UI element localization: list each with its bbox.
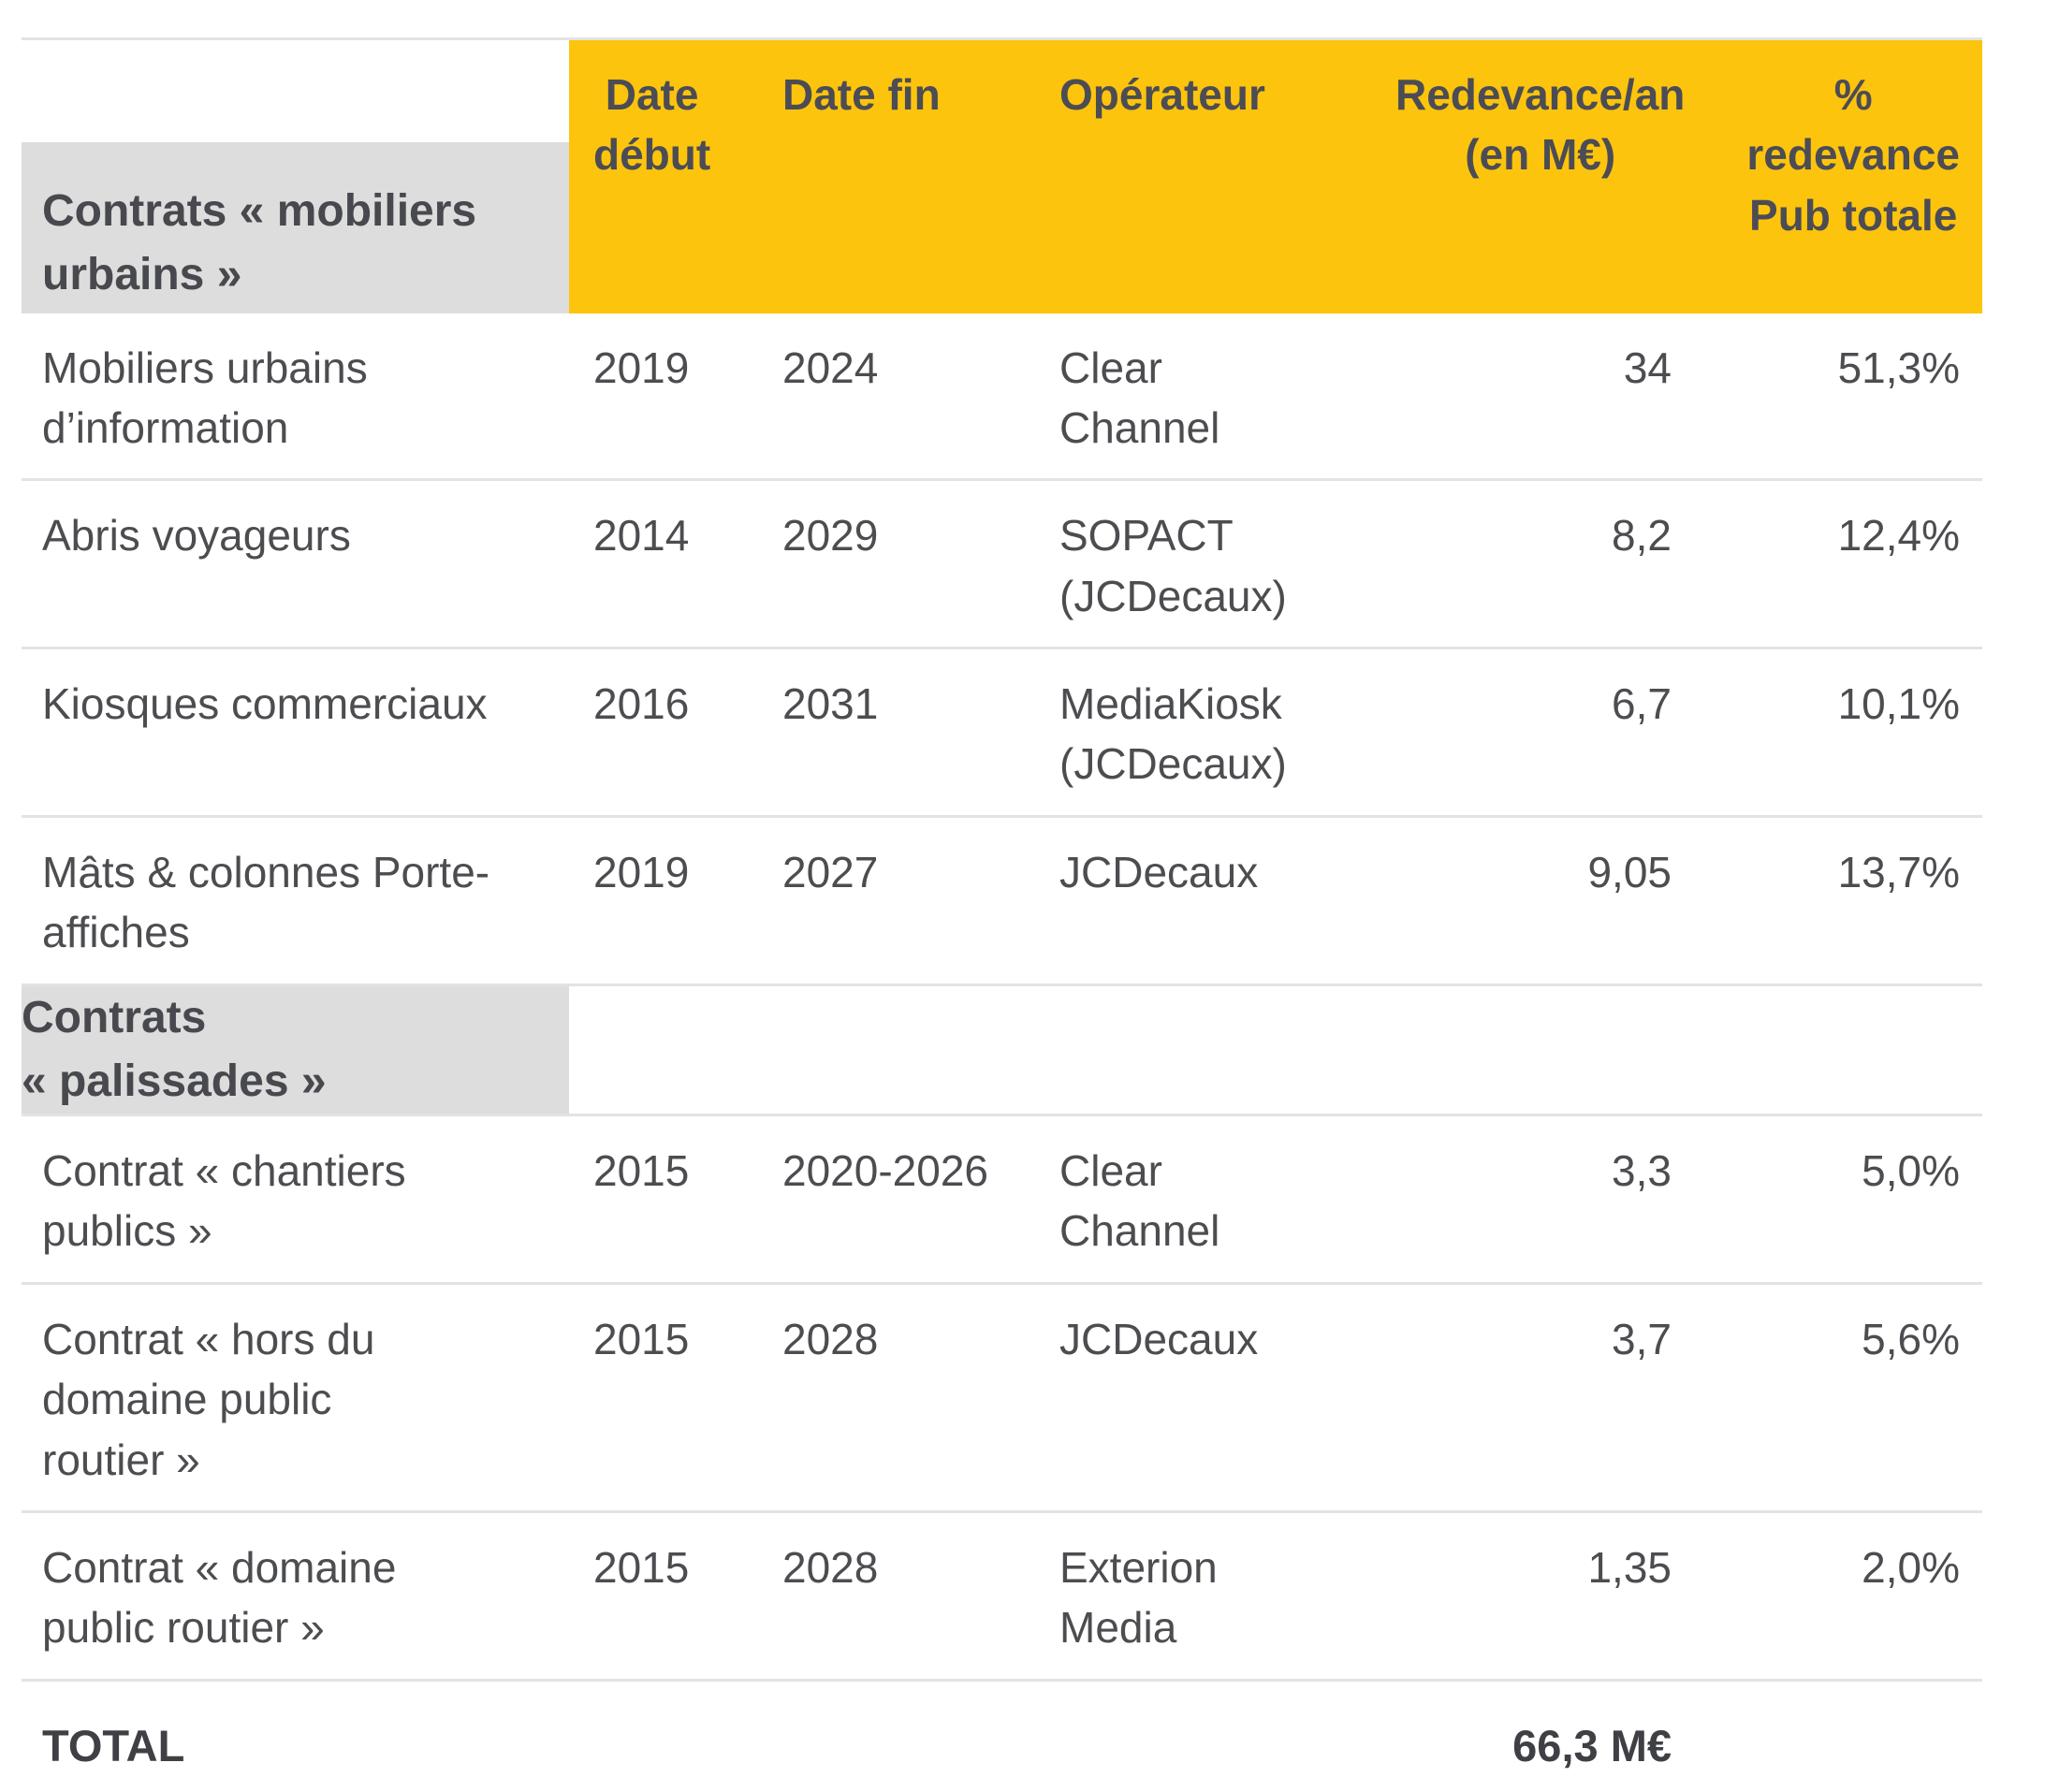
pct-redevance-cell: 2,0% xyxy=(1862,1542,1960,1592)
column-header-date-debut: Date début xyxy=(569,38,758,313)
section-row-palissades: Contrats « palissades » xyxy=(22,984,1982,1115)
table-footer: TOTAL 66,3 M€ xyxy=(22,1680,1982,1792)
column-header-date-fin: Date fin xyxy=(758,38,1039,313)
contracts-table: Contrats « mobiliers urbains » Date débu… xyxy=(22,37,1982,1792)
redevance-cell: 3,7 xyxy=(1612,1314,1672,1363)
contract-label-cell: Contrat « hors du domaine public routier… xyxy=(42,1314,375,1484)
table-row: Mobiliers urbains d’information 2019 202… xyxy=(22,313,1982,480)
section-palissades-rows: Contrats « palissades » Contrat « chanti… xyxy=(22,984,1982,1680)
column-header-operateur: Opérateur xyxy=(1039,38,1395,313)
redevance-cell: 8,2 xyxy=(1612,511,1672,561)
operateur-cell: Clear Channel xyxy=(1059,1145,1220,1256)
pct-redevance-cell: 5,0% xyxy=(1862,1145,1960,1195)
empty-cell xyxy=(1395,984,1696,1115)
date-fin-cell: 2020-2026 xyxy=(782,1145,988,1195)
contract-label-cell: Contrat « chantiers publics » xyxy=(42,1145,406,1256)
operateur-cell: SOPACT (JCDecaux) xyxy=(1059,511,1287,620)
redevance-cell: 1,35 xyxy=(1587,1542,1672,1592)
redevance-cell: 3,3 xyxy=(1612,1145,1672,1195)
pct-redevance-cell: 12,4% xyxy=(1837,511,1960,561)
header-corner-cell: Contrats « mobiliers urbains » xyxy=(22,38,569,313)
date-debut-cell: 2015 xyxy=(593,1314,690,1363)
redevance-cell: 9,05 xyxy=(1587,847,1672,896)
contract-label-cell: Abris voyageurs xyxy=(42,511,351,561)
table-row: Contrat « domaine public routier » 2015 … xyxy=(22,1511,1982,1680)
contracts-table-container: Contrats « mobiliers urbains » Date débu… xyxy=(22,37,1982,1792)
date-debut-cell: 2016 xyxy=(593,679,690,729)
empty-cell xyxy=(758,984,1039,1115)
date-debut-cell: 2015 xyxy=(593,1145,690,1195)
pct-redevance-cell: 13,7% xyxy=(1837,847,1960,896)
operateur-cell: MediaKiosk (JCDecaux) xyxy=(1059,679,1287,789)
total-row: TOTAL 66,3 M€ xyxy=(22,1680,1982,1792)
empty-cell xyxy=(1039,984,1395,1115)
operateur-cell: JCDecaux xyxy=(1059,847,1259,896)
date-fin-cell: 2031 xyxy=(782,679,879,729)
contract-label-cell: Mâts & colonnes Porte- affiches xyxy=(42,847,490,957)
date-fin-cell: 2028 xyxy=(782,1542,879,1592)
date-fin-cell: 2027 xyxy=(782,847,879,896)
column-header-redevance: Redevance/an (en M€) xyxy=(1395,38,1696,313)
table-row: Contrat « chantiers publics » 2015 2020-… xyxy=(22,1115,1982,1283)
contract-label-cell: Contrat « domaine public routier » xyxy=(42,1542,397,1653)
total-redevance-value: 66,3 M€ xyxy=(1512,1720,1672,1770)
table-row: Kiosques commerciaux 2016 2031 MediaKios… xyxy=(22,648,1982,817)
empty-cell xyxy=(569,984,758,1115)
operateur-cell: Clear Channel xyxy=(1059,342,1220,452)
empty-cell xyxy=(1696,1680,1982,1792)
date-fin-cell: 2024 xyxy=(782,342,879,392)
empty-cell xyxy=(569,1680,758,1792)
contract-label-cell: Mobiliers urbains d’information xyxy=(42,342,368,452)
empty-cell xyxy=(1696,984,1982,1115)
table-row: Contrat « hors du domaine public routier… xyxy=(22,1283,1982,1511)
contract-label-cell: Kiosques commerciaux xyxy=(42,679,488,729)
date-debut-cell: 2015 xyxy=(593,1542,690,1592)
pct-redevance-cell: 5,6% xyxy=(1862,1314,1960,1363)
date-fin-cell: 2028 xyxy=(782,1314,879,1363)
empty-cell xyxy=(1039,1680,1395,1792)
redevance-cell: 6,7 xyxy=(1612,679,1672,729)
column-header-pct-redevance: % redevance Pub totale xyxy=(1696,38,1982,313)
header-row: Contrats « mobiliers urbains » Date débu… xyxy=(22,38,1982,313)
date-debut-cell: 2019 xyxy=(593,847,690,896)
pct-redevance-cell: 51,3% xyxy=(1837,342,1960,392)
operateur-cell: JCDecaux xyxy=(1059,1314,1259,1363)
section-mobiliers-urbains-rows: Mobiliers urbains d’information 2019 202… xyxy=(22,313,1982,985)
table-row: Mâts & colonnes Porte- affiches 2019 202… xyxy=(22,816,1982,984)
empty-cell xyxy=(758,1680,1039,1792)
pct-redevance-cell: 10,1% xyxy=(1837,679,1960,729)
table-header: Contrats « mobiliers urbains » Date débu… xyxy=(22,38,1982,313)
date-debut-cell: 2014 xyxy=(593,511,690,561)
redevance-cell: 34 xyxy=(1623,342,1672,392)
section-title-palissades: Contrats « palissades » xyxy=(22,984,569,1115)
section-title-mobiliers-urbains: Contrats « mobiliers urbains » xyxy=(22,141,569,313)
date-debut-cell: 2019 xyxy=(593,342,690,392)
table-row: Abris voyageurs 2014 2029 SOPACT (JCDeca… xyxy=(22,479,1982,648)
date-fin-cell: 2029 xyxy=(782,511,879,561)
operateur-cell: Exterion Media xyxy=(1059,1542,1218,1653)
total-label: TOTAL xyxy=(42,1720,185,1770)
